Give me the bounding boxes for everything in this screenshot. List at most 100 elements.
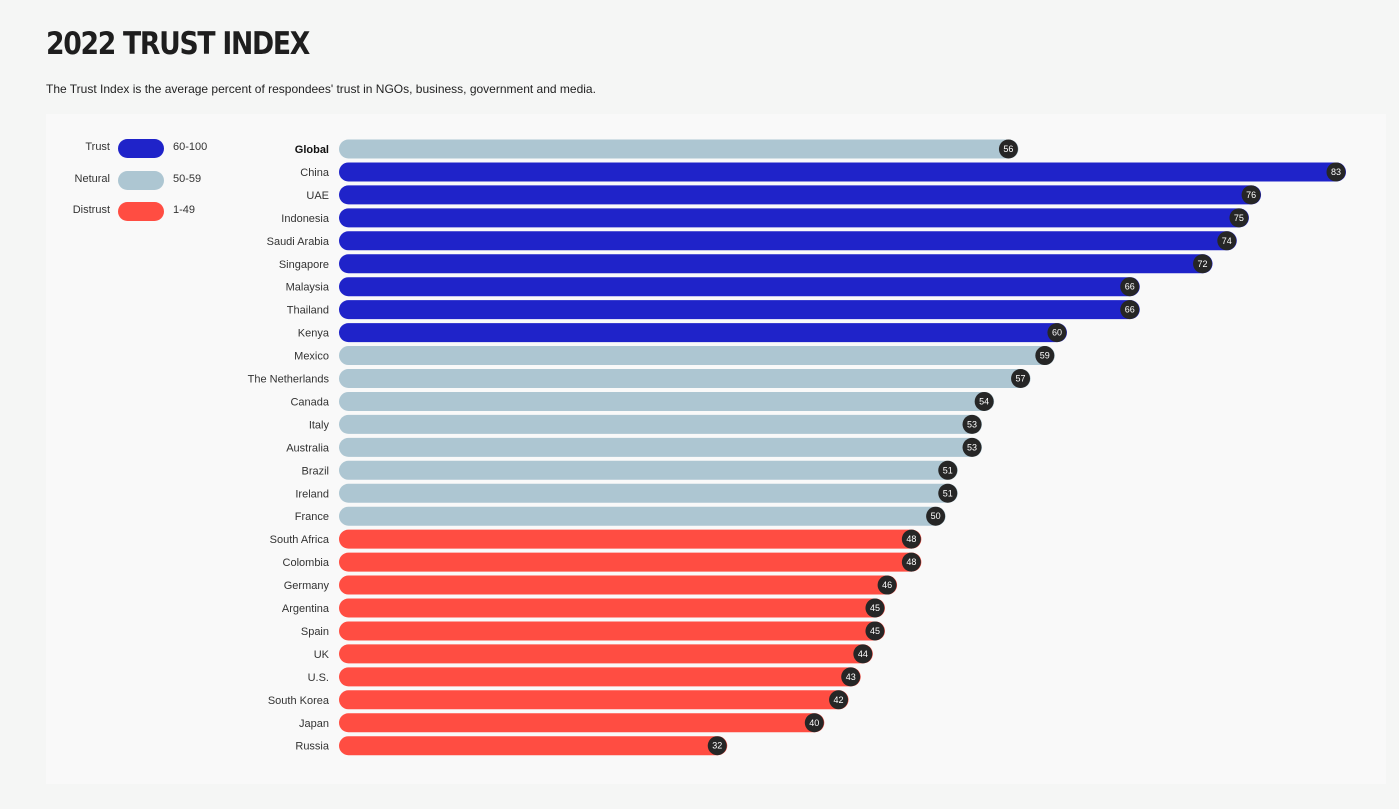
bar-saudi-arabia — [339, 231, 1237, 251]
bar-row-uk: UK 44 — [314, 644, 873, 664]
category-label-thailand: Thailand — [287, 305, 329, 317]
chart-title: 2022 TRUST INDEX — [46, 26, 310, 62]
bar-row-brazil: Brazil 51 — [301, 460, 958, 480]
bar-row-japan: Japan 40 — [299, 713, 825, 733]
bar-row-kenya: Kenya 60 — [298, 323, 1067, 343]
legend-label-distrust: Distrust — [72, 204, 110, 216]
bar-germany — [339, 575, 898, 595]
bar-brazil — [339, 460, 958, 480]
chart-subtitle: The Trust Index is the average percent o… — [46, 82, 596, 96]
category-label-italy: Italy — [309, 419, 330, 431]
value-badge-mexico — [1035, 346, 1055, 366]
bar-colombia — [339, 552, 922, 572]
value-label-russia: 32 — [712, 741, 722, 751]
bar-row-the-netherlands: The Netherlands 57 — [248, 369, 1031, 388]
category-label-malaysia: Malaysia — [286, 282, 330, 294]
value-badge-china — [1326, 162, 1346, 182]
bar-row-saudi-arabia: Saudi Arabia 74 — [267, 231, 1237, 251]
value-badge-singapore — [1193, 254, 1213, 274]
value-badge-italy — [962, 414, 982, 434]
value-badge-u-s — [841, 667, 861, 687]
bar-australia — [339, 437, 983, 457]
value-label-ireland: 51 — [943, 488, 953, 498]
category-label-china: China — [300, 167, 330, 179]
value-label-kenya: 60 — [1052, 328, 1062, 338]
value-badge-france — [926, 506, 946, 526]
category-label-brazil: Brazil — [301, 465, 329, 477]
value-label-brazil: 51 — [943, 465, 953, 475]
value-badge-australia — [962, 437, 982, 457]
value-badge-colombia — [901, 552, 921, 572]
legend-range-distrust: 1-49 — [173, 204, 196, 216]
value-badge-canada — [974, 391, 994, 411]
bar-row-u-s: U.S. 43 — [308, 667, 861, 687]
bar-row-global: Global 56 — [295, 139, 1019, 159]
legend-item-trust: Trust 60-100 — [46, 138, 246, 158]
bar-france — [339, 506, 946, 526]
bar-japan — [339, 713, 825, 733]
legend-item-neutral: Netural 50-59 — [46, 170, 246, 190]
value-label-mexico: 59 — [1040, 351, 1050, 361]
value-badge-indonesia — [1229, 208, 1249, 228]
bar-row-thailand: Thailand 66 — [287, 300, 1140, 320]
category-label-global: Global — [295, 144, 329, 156]
legend-label-neutral: Netural — [74, 173, 110, 185]
bar-russia — [339, 736, 728, 756]
bar-row-germany: Germany 46 — [284, 575, 898, 595]
value-badge-uk — [853, 644, 873, 664]
bar-italy — [339, 414, 983, 434]
bar-argentina — [339, 598, 885, 618]
value-badge-south-korea — [829, 690, 849, 710]
bar-thailand — [339, 300, 1140, 320]
bar-kenya — [339, 323, 1067, 343]
category-label-south-africa: South Africa — [270, 534, 330, 546]
legend-item-distrust: Distrust 1-49 — [46, 201, 246, 221]
value-badge-brazil — [938, 460, 958, 480]
value-badge-global — [998, 139, 1018, 159]
value-label-malaysia: 66 — [1125, 282, 1135, 292]
value-label-canada: 54 — [979, 396, 989, 406]
bar-row-south-africa: South Africa 48 — [270, 529, 922, 549]
value-label-uae: 76 — [1246, 190, 1256, 200]
bar-canada — [339, 391, 995, 411]
value-label-south-africa: 48 — [906, 534, 916, 544]
value-label-south-korea: 42 — [834, 695, 844, 705]
bar-row-singapore: Singapore 72 — [279, 254, 1213, 274]
bar-china — [339, 162, 1346, 182]
value-badge-kenya — [1047, 323, 1067, 343]
bar-indonesia — [339, 208, 1249, 228]
legend-swatch-distrust — [118, 202, 164, 221]
category-label-mexico: Mexico — [294, 351, 329, 363]
value-label-thailand: 66 — [1125, 305, 1135, 315]
value-badge-malaysia — [1120, 277, 1140, 297]
value-label-u-s: 43 — [846, 672, 856, 682]
bar-row-mexico: Mexico 59 — [294, 346, 1055, 366]
bar-row-china: China 83 — [300, 162, 1346, 182]
bar-ireland — [339, 483, 958, 503]
category-label-germany: Germany — [284, 580, 330, 592]
value-badge-ireland — [938, 483, 958, 503]
category-label-spain: Spain — [301, 626, 329, 638]
value-badge-argentina — [865, 598, 885, 618]
category-label-ireland: Ireland — [295, 488, 329, 500]
bar-spain — [339, 621, 885, 641]
value-badge-russia — [707, 736, 727, 756]
bar-row-spain: Spain 45 — [301, 621, 885, 641]
value-label-spain: 45 — [870, 626, 880, 636]
value-badge-south-africa — [901, 529, 921, 549]
category-label-france: France — [295, 511, 329, 523]
value-badge-spain — [865, 621, 885, 641]
category-label-colombia: Colombia — [283, 557, 330, 569]
value-badge-japan — [804, 713, 824, 733]
bar-south-korea — [339, 690, 849, 710]
value-badge-uae — [1241, 185, 1261, 205]
bar-row-south-korea: South Korea 42 — [268, 690, 849, 710]
value-label-the-netherlands: 57 — [1016, 374, 1026, 384]
bar-row-france: France 50 — [295, 506, 946, 526]
category-label-the-netherlands: The Netherlands — [248, 374, 330, 386]
category-label-argentina: Argentina — [282, 603, 330, 615]
value-badge-thailand — [1120, 300, 1140, 320]
bar-malaysia — [339, 277, 1140, 297]
